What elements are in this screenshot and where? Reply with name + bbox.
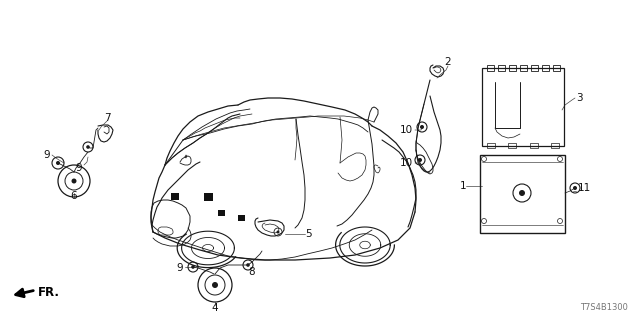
Text: 10: 10 xyxy=(400,125,413,135)
Text: T7S4B1300: T7S4B1300 xyxy=(580,303,628,312)
Bar xyxy=(487,65,494,71)
Text: 9: 9 xyxy=(44,150,50,160)
Text: 10: 10 xyxy=(400,158,413,168)
Bar xyxy=(487,143,495,148)
Circle shape xyxy=(72,179,77,183)
Circle shape xyxy=(519,190,525,196)
Text: 4: 4 xyxy=(212,303,218,313)
Bar xyxy=(551,143,559,148)
Text: 9: 9 xyxy=(177,263,183,273)
Text: 11: 11 xyxy=(578,183,591,193)
Circle shape xyxy=(212,282,218,288)
Text: 3: 3 xyxy=(576,93,582,103)
Circle shape xyxy=(276,230,280,234)
Text: FR.: FR. xyxy=(38,285,60,299)
Text: 1: 1 xyxy=(460,181,466,191)
Bar xyxy=(509,65,516,71)
Bar xyxy=(218,210,225,216)
Circle shape xyxy=(420,125,424,129)
Text: 2: 2 xyxy=(445,57,451,67)
Circle shape xyxy=(418,158,422,162)
Bar xyxy=(542,65,549,71)
Bar xyxy=(171,193,179,200)
Bar xyxy=(482,68,564,146)
Circle shape xyxy=(573,186,577,190)
Bar xyxy=(508,143,516,148)
Text: 8: 8 xyxy=(248,267,255,277)
Bar xyxy=(204,193,213,201)
Bar xyxy=(530,143,538,148)
Text: 9: 9 xyxy=(76,163,82,173)
Bar xyxy=(238,215,245,221)
Text: 6: 6 xyxy=(70,191,77,201)
Bar xyxy=(480,155,565,233)
Text: 7: 7 xyxy=(104,113,110,123)
Bar xyxy=(498,65,505,71)
Circle shape xyxy=(246,263,250,267)
Circle shape xyxy=(56,161,60,165)
Bar xyxy=(553,65,560,71)
Circle shape xyxy=(191,265,195,269)
Bar xyxy=(531,65,538,71)
Circle shape xyxy=(86,145,90,149)
Bar xyxy=(520,65,527,71)
Text: 5: 5 xyxy=(305,229,312,239)
